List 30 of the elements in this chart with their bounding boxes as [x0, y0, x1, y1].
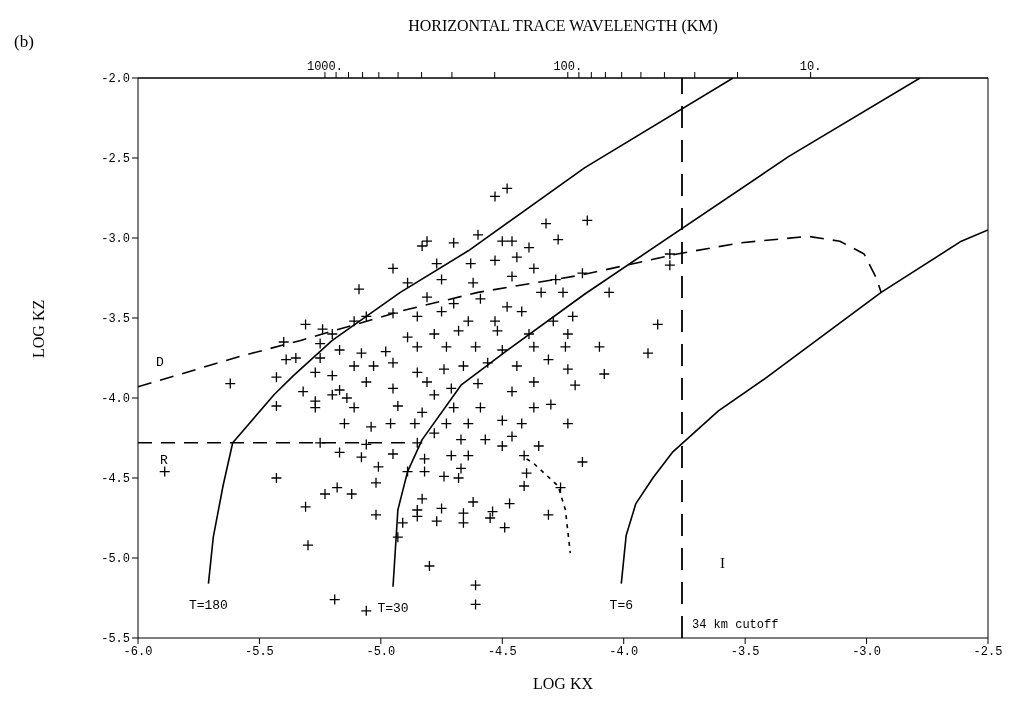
x2-tick-label: 100.: [553, 60, 583, 74]
x2-axis-title: HORIZONTAL TRACE WAVELENGTH (KM): [408, 17, 718, 36]
y-tick-label: -3.0: [101, 232, 130, 247]
y-tick-label: -4.0: [101, 392, 130, 407]
x-tick-label: -4.5: [487, 644, 517, 659]
series-label: T=30: [377, 601, 409, 617]
series-label: T=180: [188, 598, 228, 614]
series-label: T=6: [609, 598, 633, 614]
y-tick-label: -5.0: [101, 552, 130, 567]
x-axis-title: LOG KX: [533, 675, 594, 692]
x-tick-label: -3.0: [852, 644, 881, 659]
chart-title: (b): [14, 32, 34, 52]
x-tick-label: -2.5: [973, 644, 1003, 659]
series-label: R: [160, 453, 169, 469]
x2-tick-label: 10.: [799, 60, 822, 74]
y-tick-label: -2.0: [101, 72, 130, 87]
x-tick-label: -5.5: [245, 644, 274, 659]
y-tick-label: -2.5: [101, 152, 130, 167]
x-tick-label: -4.0: [609, 644, 639, 659]
y-tick-label: -4.5: [101, 472, 130, 487]
ref-line-label: 34 km cutoff: [692, 618, 779, 632]
x-tick-label: -6.0: [123, 644, 153, 659]
x-tick-label: -5.0: [366, 644, 396, 659]
series-label: D: [156, 355, 165, 371]
y-axis-title: LOG KZ: [29, 299, 47, 358]
y-tick-label: -3.5: [101, 312, 130, 327]
y-tick-label: -5.5: [101, 632, 130, 647]
annotation: I: [720, 555, 725, 572]
x2-tick-label: 1000.: [306, 60, 343, 74]
x-tick-label: -3.5: [730, 644, 760, 659]
